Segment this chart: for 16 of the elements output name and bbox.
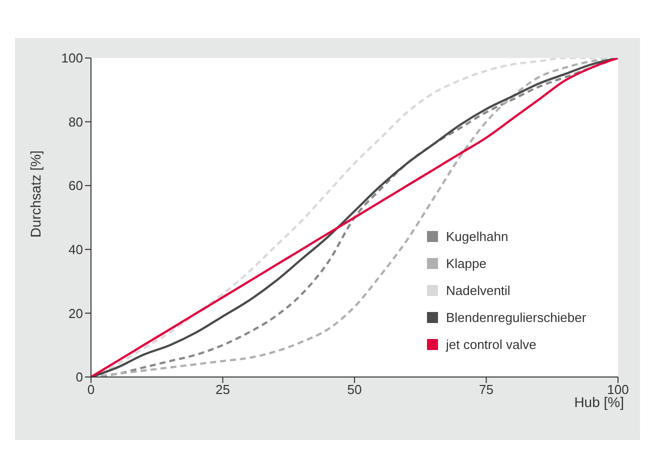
- y-tick-label: 40: [68, 242, 83, 258]
- legend-label: Klappe: [446, 256, 486, 271]
- legend-label: Nadelventil: [446, 283, 510, 298]
- y-tick-label: 100: [61, 50, 83, 66]
- y-tick-label: 0: [76, 370, 83, 385]
- legend-label: Kugelhahn: [446, 229, 508, 244]
- y-tick-label: 20: [68, 306, 83, 321]
- legend-label: Blendenregulierschieber: [446, 310, 586, 325]
- x-tick-label: 25: [216, 382, 230, 398]
- y-axis-title: Durchsatz [%]: [28, 150, 44, 238]
- x-tick-label: 50: [347, 382, 362, 398]
- x-tick-label: 0: [87, 382, 95, 398]
- x-tick-label: 75: [479, 382, 494, 398]
- legend-label: jet control valve: [446, 337, 536, 352]
- y-tick-label: 60: [68, 178, 83, 194]
- y-tick-label: 80: [68, 114, 83, 130]
